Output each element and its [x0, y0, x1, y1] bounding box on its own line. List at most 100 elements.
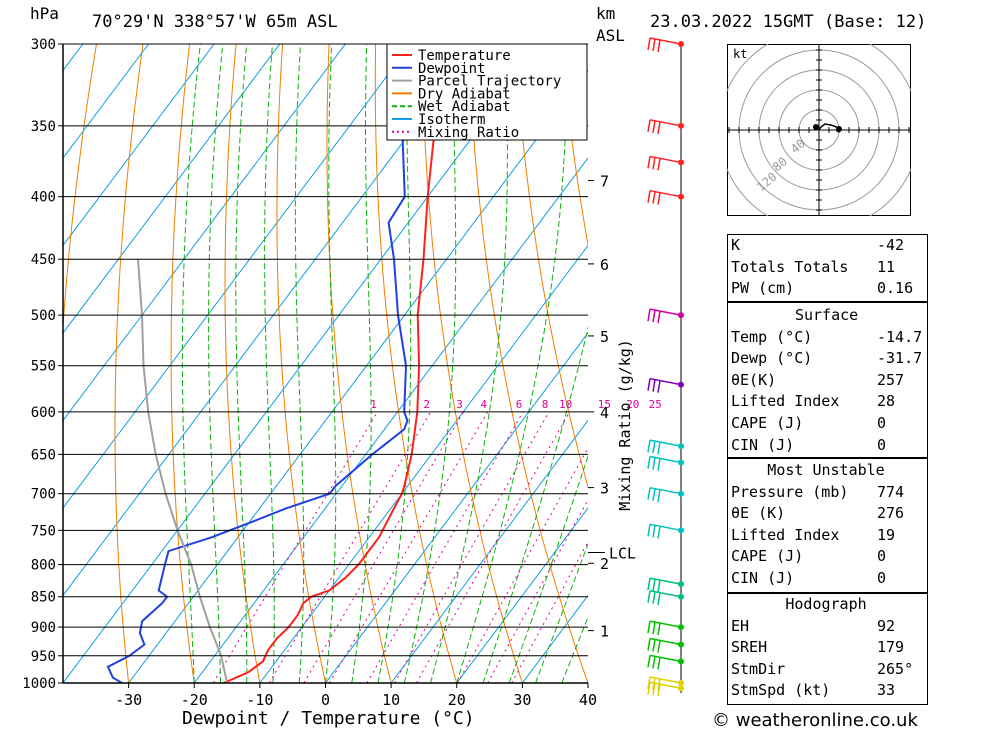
wind-barb-flag	[647, 190, 651, 203]
unstable-table: Most Unstable Pressure (mb) 774 θE (K) 276…	[727, 460, 925, 590]
wind-barb-flag	[652, 683, 656, 696]
index-label: Pressure (mb)	[731, 482, 849, 501]
copyright-link[interactable]: © weatheronline.co.uk	[712, 710, 918, 731]
mixing-ratio-label: 1	[370, 398, 377, 411]
index-row: Lifted Index 19	[727, 525, 925, 547]
wind-barb-shaft	[649, 637, 682, 646]
datetime-label: 23.03.2022 15GMT (Base: 12)	[650, 12, 927, 32]
pressure-tick-label: 850	[31, 590, 56, 606]
isotherm-line	[456, 507, 588, 683]
index-row: CAPE (J) 0	[727, 546, 925, 568]
wind-barb-flag	[647, 577, 651, 591]
wind-barb-shaft	[649, 577, 682, 585]
km-tick-label: 1	[600, 623, 609, 641]
isotherm-line	[324, 332, 588, 683]
wind-barb-flag	[647, 378, 651, 391]
wind-barb	[647, 155, 682, 171]
basic-indices-box	[727, 234, 928, 302]
wind-barb-flag	[647, 682, 651, 695]
mixing-ratio-line	[415, 411, 571, 683]
km-tick-label: 3	[600, 480, 609, 498]
wet-adiabat-line	[208, 44, 224, 683]
mixing-ratio-label: 10	[559, 398, 572, 411]
wind-barb-shaft	[649, 155, 682, 164]
wind-barb-flag	[657, 526, 661, 539]
wind-barb-shaft	[649, 620, 682, 628]
wind-barb-shaft	[649, 455, 682, 464]
index-row: SREH 179	[727, 637, 925, 659]
wind-barb-flag	[652, 191, 656, 204]
index-value: 276	[877, 504, 905, 523]
wind-barb-flag	[657, 592, 661, 605]
wind-barb-flag	[657, 380, 661, 393]
index-label: SREH	[731, 638, 768, 657]
mixing-ratio-line	[511, 540, 588, 683]
wet-adiabat-line	[430, 44, 508, 683]
index-value: 179	[877, 638, 905, 657]
wet-adiabat-line	[535, 542, 588, 683]
wind-barb-flag	[647, 676, 651, 690]
index-row: Dewp (°C) -31.7	[727, 348, 926, 370]
mixing-ratio-line	[303, 411, 465, 683]
wet-adiabat-line	[181, 44, 201, 683]
index-value: 28	[877, 392, 896, 411]
index-row: CIN (J) 0	[727, 568, 925, 590]
mixing-ratio-label: 8	[542, 398, 549, 411]
index-value: 257	[877, 370, 905, 389]
series-line-parcel-trajectory	[137, 259, 229, 683]
index-label: StmSpd (kt)	[731, 681, 831, 700]
wind-barb-flag	[652, 578, 656, 592]
unstable-title: Most Unstable	[767, 461, 885, 479]
index-value: 265°	[877, 659, 914, 678]
isotherm-line	[63, 44, 281, 334]
wind-barb-flag	[652, 457, 656, 470]
wind-barb-flag	[657, 442, 661, 455]
surface-box	[727, 302, 928, 458]
mixing-ratio-line	[394, 411, 550, 683]
pressure-tick-label: 800	[31, 558, 56, 574]
index-row: θE (K) 276	[727, 503, 925, 525]
wind-barb-flag	[647, 590, 651, 603]
index-value: 0	[877, 568, 887, 587]
wet-adiabat-line	[403, 44, 457, 683]
pressure-tick-label: 900	[31, 620, 56, 636]
pressure-tick-label: 450	[31, 252, 56, 268]
wind-barb	[647, 37, 682, 53]
index-value: 0	[877, 413, 887, 432]
wind-barb-flag	[657, 622, 661, 636]
index-row: Temp (°C) -14.7	[727, 327, 926, 349]
index-row: CIN (J) 0	[727, 435, 926, 457]
height-unit-label: km	[596, 4, 616, 23]
index-row: EH 92	[727, 616, 925, 638]
dry-adiabat-line	[224, 44, 261, 683]
wind-barb-flag	[647, 440, 651, 453]
index-row: PW (cm) 0.16	[727, 278, 917, 300]
wind-barb	[647, 308, 682, 324]
wind-barb-flag	[647, 524, 651, 537]
wind-barb-flag	[657, 489, 661, 502]
dry-adiabat-line	[953, 0, 1000, 709]
isotherm-line	[390, 419, 588, 683]
index-label: θE(K)	[731, 370, 777, 389]
km-tick-label: 4	[600, 404, 609, 422]
wet-adiabat-line	[482, 325, 588, 683]
pressure-tick-label: 600	[31, 405, 56, 421]
legend-box	[386, 43, 588, 141]
index-label: Dewp (°C)	[731, 349, 813, 368]
wind-barb	[647, 455, 682, 471]
wind-barb-shaft	[649, 654, 682, 663]
index-label: K	[731, 236, 741, 254]
wet-adiabat-line	[508, 454, 588, 683]
wind-barb-flag	[652, 525, 656, 538]
wind-barb-flag	[647, 37, 651, 51]
x-tick-label: -30	[115, 691, 142, 709]
wind-barb-flag	[652, 656, 656, 669]
wind-barb-flag	[647, 620, 651, 634]
mixing-ratio-label: 15	[598, 398, 611, 411]
wind-barb	[647, 577, 682, 593]
pressure-tick-label: 750	[31, 523, 56, 539]
x-tick-label: -20	[181, 691, 208, 709]
wind-barb	[647, 377, 682, 393]
